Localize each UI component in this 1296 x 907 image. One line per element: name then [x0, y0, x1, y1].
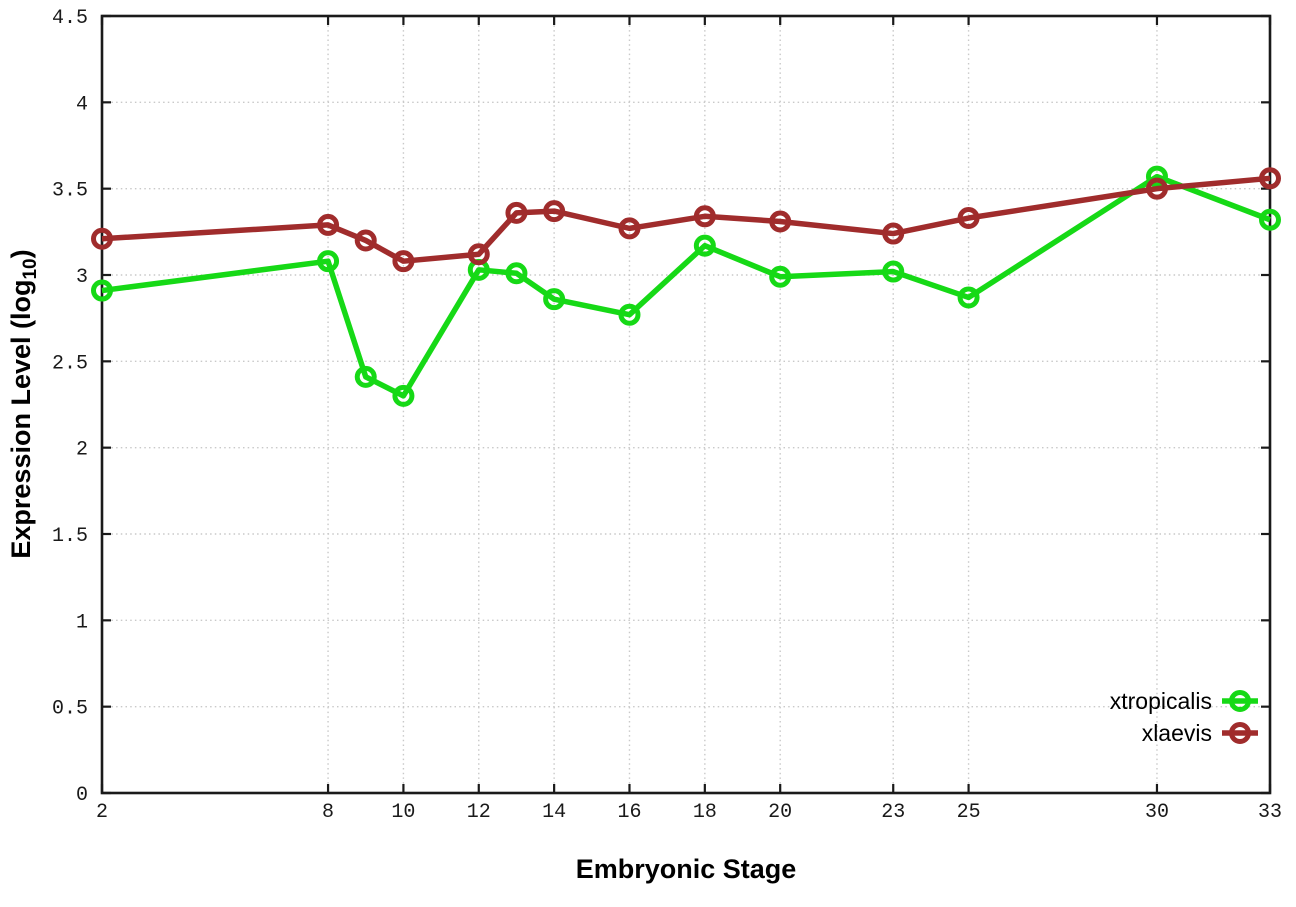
x-tick-label: 2	[96, 801, 108, 824]
data-point-xlaevis-stage-14	[543, 200, 566, 223]
data-point-xlaevis-stage-2	[91, 227, 113, 250]
y-tick-label: 2	[76, 439, 88, 462]
legend-label-xlaevis: xlaevis	[1142, 720, 1212, 746]
x-axis-title: Embryonic Stage	[576, 854, 797, 884]
data-point-xlaevis-stage-8	[317, 213, 340, 236]
legend: xtropicalis xlaevis	[1110, 688, 1258, 746]
data-point-xlaevis-stage-13	[505, 201, 528, 224]
data-point-xtropicalis-stage-10	[392, 384, 415, 407]
x-tick-label: 30	[1145, 801, 1169, 824]
data-point-xlaevis-stage-33	[1259, 167, 1281, 190]
y-axis-title: Expression Level (log10)	[6, 249, 41, 558]
data-point-xlaevis-stage-18	[693, 205, 716, 228]
data-point-xlaevis-stage-20	[769, 210, 792, 233]
plot-border-rect	[100, 14, 1272, 795]
tick-label-layer: 2 8 10 12 14 16 18 20 23 25 30 33 0 0.5 1 1.5 2 2.5 3 3.5 4 4…	[52, 7, 1282, 824]
x-tick-label: 10	[391, 801, 415, 824]
y-tick-label: 2.5	[52, 352, 88, 375]
data-point-xlaevis-stage-16	[618, 217, 641, 240]
y-tick-label: 4	[76, 93, 88, 116]
data-point-xtropicalis-stage-2	[91, 279, 113, 302]
data-point-xtropicalis-stage-16	[618, 303, 641, 326]
data-point-xtropicalis-stage-23	[882, 260, 905, 283]
x-tick-label: 33	[1258, 801, 1282, 824]
y-tick-label: 1.5	[52, 525, 88, 548]
x-tick-label: 25	[957, 801, 981, 824]
data-point-xtropicalis-stage-8	[317, 250, 340, 273]
x-tick-label: 23	[881, 801, 905, 824]
x-tick-label: 14	[542, 801, 566, 824]
data-point-xlaevis-stage-30	[1145, 177, 1168, 200]
plot-border	[100, 14, 1272, 795]
data-point-xtropicalis-stage-14	[543, 288, 566, 311]
y-tick-label: 4.5	[52, 7, 88, 30]
y-tick-label: 0.5	[52, 698, 88, 721]
data-point-xlaevis-stage-9	[354, 229, 377, 252]
data-point-xtropicalis-stage-20	[769, 265, 792, 288]
x-tick-label: 12	[467, 801, 491, 824]
y-tick-label: 3	[76, 266, 88, 289]
grid-layer	[102, 16, 1270, 793]
data-point-xtropicalis-stage-33	[1259, 208, 1281, 231]
series-line-xtropicalis	[101, 173, 1271, 399]
data-point-xtropicalis-stage-25	[957, 286, 980, 309]
data-point-xlaevis-stage-12	[467, 243, 490, 266]
data-point-xtropicalis-stage-18	[693, 234, 716, 257]
data-point-xtropicalis-stage-13	[505, 262, 528, 285]
data-point-xlaevis-stage-10	[392, 250, 415, 273]
data-point-xtropicalis-stage-9	[354, 365, 377, 388]
y-tick-label: 0	[76, 784, 88, 807]
x-tick-label: 18	[693, 801, 717, 824]
y-tick-label: 1	[76, 611, 88, 634]
series-layer	[91, 165, 1281, 407]
data-point-xlaevis-stage-23	[882, 222, 905, 245]
legend-marker-xtropicalis	[1229, 690, 1251, 712]
data-point-xlaevis-stage-25	[957, 207, 980, 230]
axis-titles: Embryonic Stage Expression Level (log10)	[6, 249, 796, 884]
tick-layer	[100, 14, 1272, 795]
x-tick-label: 8	[322, 801, 334, 824]
series-line-xlaevis	[101, 175, 1271, 264]
x-tick-label: 20	[768, 801, 792, 824]
legend-marker-xlaevis	[1229, 722, 1251, 744]
x-tick-label: 16	[617, 801, 641, 824]
legend-label-xtropicalis: xtropicalis	[1110, 688, 1212, 714]
y-tick-label: 3.5	[52, 180, 88, 203]
data-point-xtropicalis-stage-30	[1145, 165, 1168, 188]
